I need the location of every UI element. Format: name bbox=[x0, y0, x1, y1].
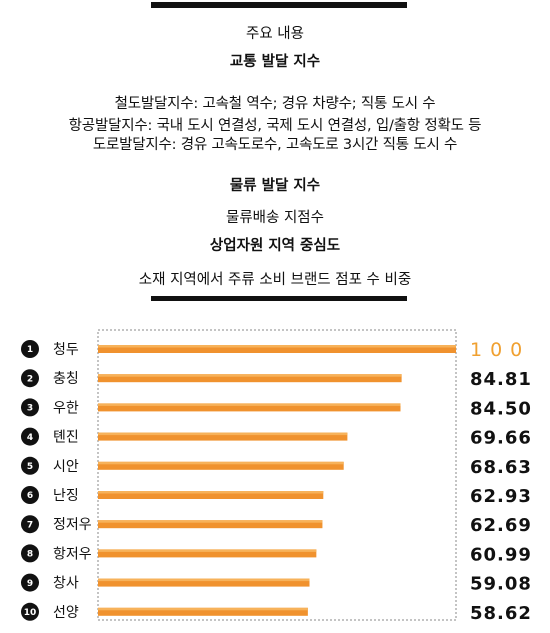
rank-number: 9 bbox=[27, 579, 33, 589]
rank-badge bbox=[21, 573, 39, 592]
bar-highlight bbox=[98, 461, 344, 465]
bar-highlight bbox=[98, 491, 324, 494]
value-label: 62.93 bbox=[470, 486, 532, 507]
value-label: 62.69 bbox=[470, 515, 532, 536]
rank-badge bbox=[21, 427, 39, 446]
value-label: 84.50 bbox=[470, 398, 532, 419]
rank-badge bbox=[21, 456, 39, 475]
value-label: 84.81 bbox=[470, 369, 532, 390]
commerce-title: 상업자원 지역 중심도 bbox=[209, 238, 341, 254]
category-label: 청두 bbox=[53, 342, 79, 358]
category-label: 창사 bbox=[53, 576, 79, 592]
rail-index-line: 철도발달지수: 고속철 역수; 경유 차량수; 직통 도시 수 bbox=[114, 96, 436, 112]
rank-number: 7 bbox=[27, 520, 33, 530]
rank-badge bbox=[21, 515, 39, 534]
bar-highlight bbox=[98, 432, 348, 436]
bar bbox=[98, 520, 323, 529]
value-label: 59.08 bbox=[470, 574, 532, 595]
bar-highlight bbox=[98, 345, 456, 348]
category-label: 시안 bbox=[53, 459, 79, 475]
rank-badge bbox=[21, 398, 39, 417]
rank-number: 2 bbox=[27, 374, 33, 384]
category-label: 우한 bbox=[53, 400, 79, 416]
rank-number: 6 bbox=[27, 491, 33, 501]
logistics-line: 물류배송 지점수 bbox=[226, 210, 324, 226]
category-label: 항저우 bbox=[53, 546, 92, 562]
bar bbox=[98, 374, 402, 383]
rank-badge bbox=[21, 544, 39, 563]
bar bbox=[98, 549, 317, 558]
rank-number: 3 bbox=[27, 404, 33, 414]
rank-badge bbox=[21, 486, 39, 504]
bar-highlight bbox=[98, 607, 308, 611]
category-label: 선양 bbox=[53, 605, 79, 621]
logistics-title: 물류 발달 지수 bbox=[229, 178, 321, 194]
rank-number: 10 bbox=[24, 608, 37, 618]
rank-number: 8 bbox=[27, 550, 33, 560]
category-label: 정저우 bbox=[53, 517, 92, 533]
category-label: 충칭 bbox=[53, 371, 79, 387]
bar bbox=[98, 461, 344, 470]
top-rule bbox=[151, 2, 407, 8]
bar bbox=[98, 578, 310, 587]
category-label: 톈진 bbox=[53, 430, 79, 446]
bar-highlight bbox=[98, 549, 317, 552]
road-index-line: 도로발달지수: 경유 고속도로수, 고속도로 3시간 직통 도시 수 bbox=[92, 137, 458, 153]
value-label: 69.66 bbox=[470, 428, 532, 449]
category-label: 난징 bbox=[53, 488, 79, 504]
rank-badge bbox=[21, 340, 39, 358]
rank-badge bbox=[21, 369, 39, 388]
bar bbox=[98, 345, 456, 353]
heading: 주요 내용 bbox=[246, 26, 304, 42]
value-label: 60.99 bbox=[470, 544, 532, 565]
bar bbox=[98, 432, 348, 441]
bar-highlight bbox=[98, 520, 323, 523]
bar bbox=[98, 607, 308, 616]
traffic-title: 교통 발달 지수 bbox=[229, 54, 321, 70]
rank-number: 5 bbox=[27, 462, 33, 472]
bar-highlight bbox=[98, 403, 401, 406]
bar-highlight bbox=[98, 374, 402, 377]
bottom-rule bbox=[151, 296, 407, 301]
commerce-line: 소재 지역에서 주류 소비 브랜드 점포 수 비중 bbox=[138, 272, 412, 288]
bar bbox=[98, 403, 401, 412]
value-label: 58.62 bbox=[470, 603, 532, 624]
bar-highlight bbox=[98, 578, 310, 582]
rank-number: 1 bbox=[27, 345, 33, 355]
value-label: 100 bbox=[470, 339, 530, 361]
value-label: 68.63 bbox=[470, 457, 532, 478]
air-index-line: 항공발달지수: 국내 도시 연결성, 국제 도시 연결성, 입/출항 정확도 등 bbox=[68, 118, 482, 134]
bar bbox=[98, 491, 324, 499]
rank-badge bbox=[21, 602, 39, 621]
rank-number: 4 bbox=[27, 433, 33, 443]
chart-frame bbox=[97, 329, 457, 621]
